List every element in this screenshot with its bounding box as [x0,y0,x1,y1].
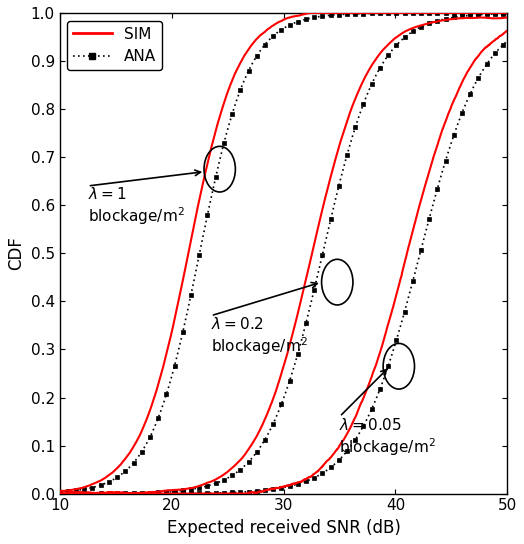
Text: $\lambda = 1$
blockage/m$^2$: $\lambda = 1$ blockage/m$^2$ [88,186,184,227]
Text: $\lambda = 0.05$
blockage/m$^2$: $\lambda = 0.05$ blockage/m$^2$ [340,417,436,458]
Text: $\lambda = 0.2$
blockage/m$^2$: $\lambda = 0.2$ blockage/m$^2$ [211,316,308,357]
X-axis label: Expected received SNR (dB): Expected received SNR (dB) [167,519,400,537]
Legend: SIM, ANA: SIM, ANA [67,21,162,70]
Y-axis label: CDF: CDF [7,236,25,270]
